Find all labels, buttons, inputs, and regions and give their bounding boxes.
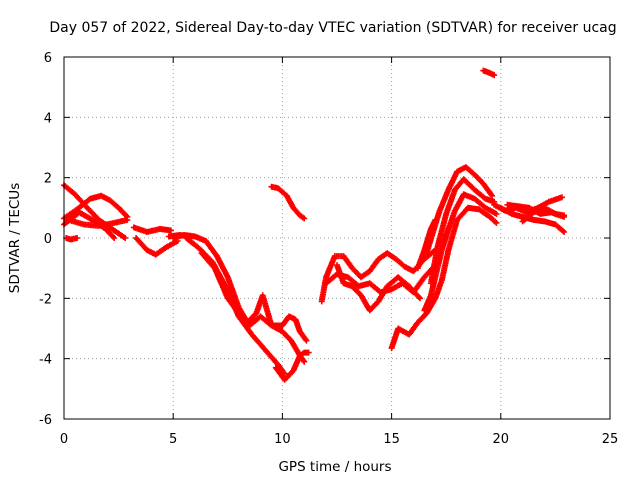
data-track xyxy=(334,262,423,314)
track-markers xyxy=(63,235,81,243)
x-tick-label: 10 xyxy=(274,432,291,447)
track-markers xyxy=(170,232,308,365)
track-markers xyxy=(414,216,439,272)
data-track xyxy=(170,232,308,365)
track-markers xyxy=(519,204,568,225)
data-track xyxy=(427,176,498,287)
x-tick-label: 5 xyxy=(169,432,177,447)
data-track xyxy=(480,67,498,79)
track-markers xyxy=(130,224,174,235)
data-track xyxy=(421,191,500,314)
x-tick-label: 0 xyxy=(60,432,68,447)
y-tick-label: -2 xyxy=(39,292,52,307)
data-track xyxy=(414,216,439,272)
plot-frame xyxy=(63,56,611,420)
data-track xyxy=(497,204,568,235)
x-tick-label: 15 xyxy=(383,432,400,447)
y-tick-label: 0 xyxy=(44,232,52,247)
track-markers xyxy=(480,67,498,79)
data-track xyxy=(133,235,181,258)
track-markers xyxy=(133,235,181,258)
x-tick-label: 20 xyxy=(493,432,510,447)
data-track xyxy=(65,216,131,229)
data-track xyxy=(198,250,310,344)
y-tick-label: 2 xyxy=(44,172,52,187)
chart-title: Day 057 of 2022, Sidereal Day-to-day VTE… xyxy=(49,20,616,36)
x-tick-label: 25 xyxy=(602,432,619,447)
data-track xyxy=(63,235,81,243)
axis-ticks: 0 5 10 15 20 25 -6 -4 -2 0 2 4 6 xyxy=(39,51,618,447)
data-points xyxy=(61,67,568,383)
y-tick-label: -4 xyxy=(39,353,52,368)
data-track xyxy=(130,224,174,235)
x-axis-label: GPS time / hours xyxy=(278,459,391,475)
track-markers xyxy=(268,183,308,222)
track-markers xyxy=(65,216,131,229)
y-tick-label: 6 xyxy=(44,51,52,66)
track-markers xyxy=(497,204,568,235)
data-track xyxy=(272,349,312,383)
track-markers xyxy=(272,349,312,383)
track-markers xyxy=(427,176,498,287)
data-track xyxy=(388,204,500,352)
grid xyxy=(64,57,610,419)
track-markers xyxy=(198,250,310,344)
track-markers xyxy=(421,191,500,314)
track-markers xyxy=(388,204,500,352)
data-track xyxy=(268,183,308,222)
y-tick-label: -6 xyxy=(39,413,52,428)
track-markers xyxy=(334,262,423,314)
y-tick-label: 4 xyxy=(44,111,52,126)
data-track xyxy=(519,204,568,225)
y-axis-label: SDTVAR / TECUs xyxy=(7,183,23,293)
